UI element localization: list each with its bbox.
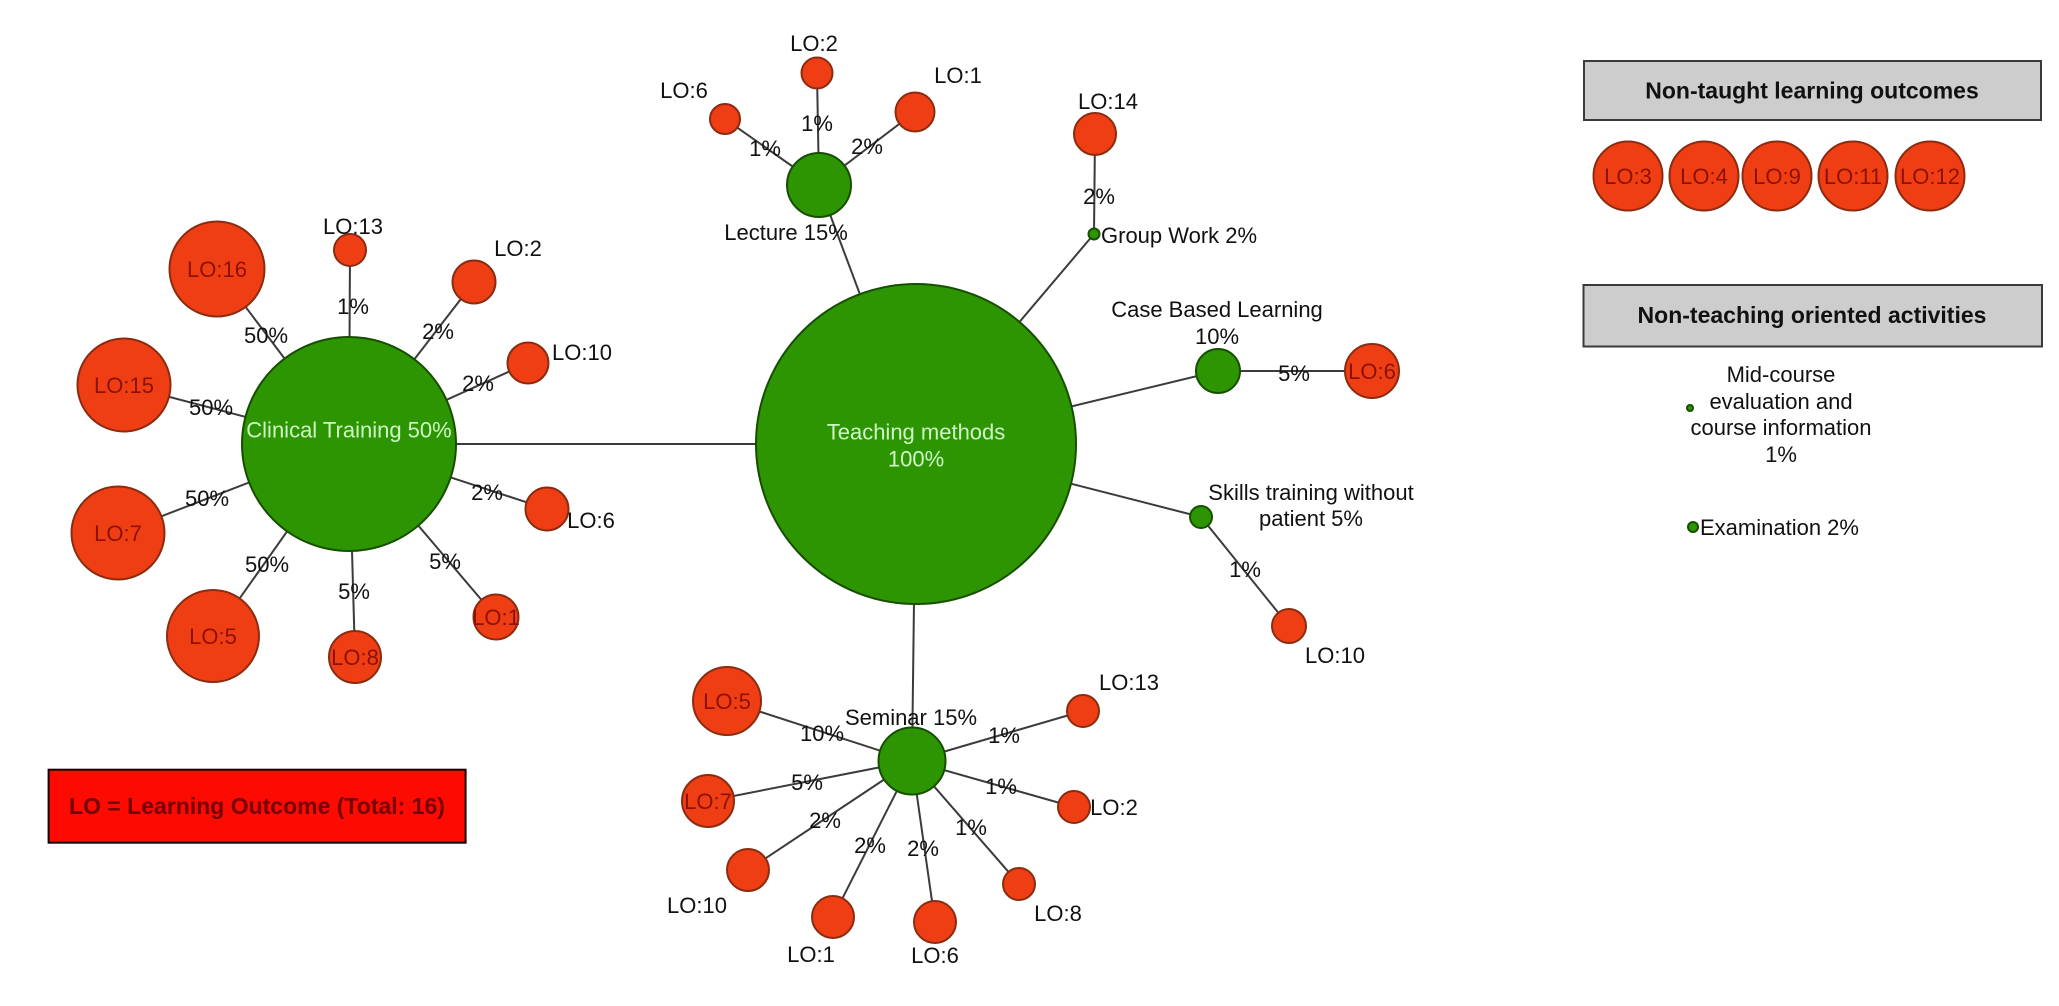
svg-text:2%: 2% xyxy=(907,836,939,861)
svg-text:2%: 2% xyxy=(422,319,454,344)
svg-text:5%: 5% xyxy=(338,579,370,604)
svg-text:Clinical Training 50%: Clinical Training 50% xyxy=(246,418,451,443)
svg-text:50%: 50% xyxy=(185,486,229,511)
svg-text:LO:10: LO:10 xyxy=(1305,643,1365,668)
svg-text:LO:8: LO:8 xyxy=(331,645,379,670)
svg-text:2%: 2% xyxy=(462,371,494,396)
svg-text:1%: 1% xyxy=(749,136,781,161)
svg-text:Non-teaching oriented activiti: Non-teaching oriented activities xyxy=(1638,302,1987,328)
svg-text:LO:7: LO:7 xyxy=(684,789,732,814)
svg-text:2%: 2% xyxy=(471,480,503,505)
svg-text:LO:3: LO:3 xyxy=(1604,164,1652,189)
svg-text:Skills training without: Skills training without xyxy=(1208,480,1413,505)
svg-text:LO:7: LO:7 xyxy=(94,521,142,546)
svg-text:LO:2: LO:2 xyxy=(790,31,838,56)
svg-text:2%: 2% xyxy=(1083,184,1115,209)
svg-text:10%: 10% xyxy=(800,721,844,746)
svg-text:LO:13: LO:13 xyxy=(323,214,383,239)
svg-text:LO:5: LO:5 xyxy=(189,624,237,649)
svg-text:LO:4: LO:4 xyxy=(1680,164,1728,189)
svg-text:LO:16: LO:16 xyxy=(187,257,247,282)
svg-text:100%: 100% xyxy=(888,447,944,472)
svg-text:LO:9: LO:9 xyxy=(1753,164,1801,189)
svg-text:LO:2: LO:2 xyxy=(494,236,542,261)
svg-text:Group Work 2%: Group Work 2% xyxy=(1101,223,1257,248)
svg-text:LO:6: LO:6 xyxy=(911,943,959,968)
svg-text:Lecture 15%: Lecture 15% xyxy=(724,220,848,245)
svg-text:5%: 5% xyxy=(1278,361,1310,386)
svg-text:2%: 2% xyxy=(809,808,841,833)
svg-text:50%: 50% xyxy=(189,395,233,420)
svg-text:LO:1: LO:1 xyxy=(787,942,835,967)
svg-text:LO:15: LO:15 xyxy=(94,373,154,398)
svg-text:LO:10: LO:10 xyxy=(552,340,612,365)
svg-text:Teaching methods: Teaching methods xyxy=(827,420,1006,445)
svg-text:Examination 2%: Examination 2% xyxy=(1700,515,1859,540)
svg-text:Seminar 15%: Seminar 15% xyxy=(845,705,977,730)
svg-text:LO:14: LO:14 xyxy=(1078,89,1138,114)
svg-text:LO:6: LO:6 xyxy=(567,508,615,533)
svg-text:LO:11: LO:11 xyxy=(1824,164,1882,189)
svg-text:1%: 1% xyxy=(1229,557,1261,582)
svg-text:2%: 2% xyxy=(851,134,883,159)
svg-text:evaluation and: evaluation and xyxy=(1709,389,1852,414)
svg-text:LO:2: LO:2 xyxy=(1090,795,1138,820)
svg-text:LO:6: LO:6 xyxy=(660,78,708,103)
svg-text:1%: 1% xyxy=(1765,442,1797,467)
svg-text:LO:8: LO:8 xyxy=(1034,901,1082,926)
svg-text:1%: 1% xyxy=(985,774,1017,799)
svg-text:10%: 10% xyxy=(1195,324,1239,349)
svg-text:1%: 1% xyxy=(988,723,1020,748)
svg-text:LO:6: LO:6 xyxy=(1348,359,1396,384)
svg-text:Non-taught learning outcomes: Non-taught learning outcomes xyxy=(1645,78,1979,104)
svg-text:1%: 1% xyxy=(337,294,369,319)
svg-text:5%: 5% xyxy=(791,770,823,795)
svg-text:LO:5: LO:5 xyxy=(703,689,751,714)
svg-text:LO:1: LO:1 xyxy=(472,605,520,630)
svg-text:Case Based Learning: Case Based Learning xyxy=(1111,297,1323,322)
svg-text:LO:10: LO:10 xyxy=(667,893,727,918)
svg-text:LO:13: LO:13 xyxy=(1099,670,1159,695)
svg-text:50%: 50% xyxy=(245,552,289,577)
svg-text:course information: course information xyxy=(1691,415,1872,440)
svg-text:1%: 1% xyxy=(955,815,987,840)
svg-text:Mid-course: Mid-course xyxy=(1727,362,1836,387)
svg-text:LO:1: LO:1 xyxy=(934,63,982,88)
svg-text:1%: 1% xyxy=(801,111,833,136)
svg-text:patient 5%: patient 5% xyxy=(1259,506,1363,531)
svg-text:5%: 5% xyxy=(429,549,461,574)
svg-text:LO:12: LO:12 xyxy=(1900,164,1960,189)
svg-text:LO = Learning Outcome (Total:: LO = Learning Outcome (Total: 16) xyxy=(69,793,445,819)
svg-text:50%: 50% xyxy=(244,323,288,348)
svg-text:2%: 2% xyxy=(854,833,886,858)
